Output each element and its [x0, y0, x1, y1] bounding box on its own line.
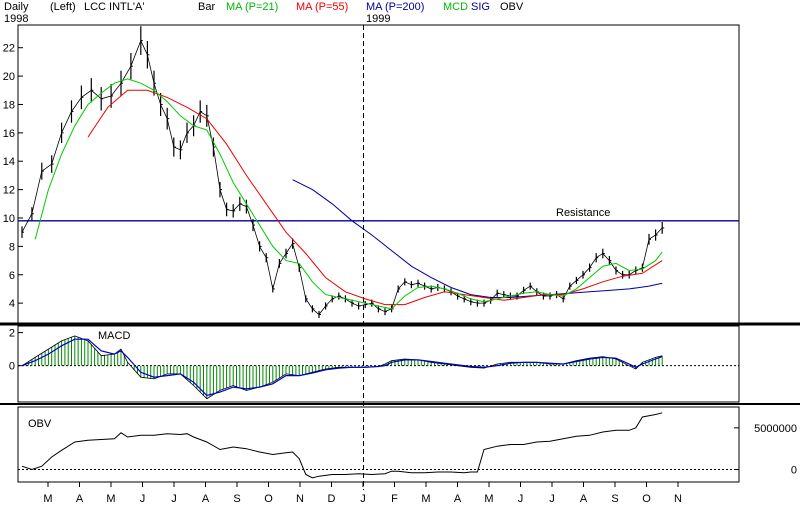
ma21-line [34, 78, 663, 310]
macd-panel: 02 [9, 328, 739, 400]
price-close-path [21, 39, 663, 316]
x-tick-label: M [421, 493, 430, 505]
macd-y-tick-label: 2 [9, 328, 15, 340]
price-y-tick-label: 22 [3, 43, 15, 55]
x-tick-label: M [43, 493, 52, 505]
x-tick-label: M [106, 493, 115, 505]
header-ma21: MA (P=21) [226, 1, 278, 13]
obv-y-tick-label: 5000000 [754, 423, 797, 435]
header-ma55: MA (P=55) [296, 1, 348, 13]
price-y-tick-label: 20 [3, 71, 15, 83]
resistance-label: Resistance [556, 207, 610, 219]
price-y-tick-label: 12 [3, 185, 15, 197]
price-y-tick-label: 4 [9, 298, 15, 310]
x-tick-label: M [484, 493, 493, 505]
header-sig: SIG [471, 1, 490, 13]
price-y-tick-label: 18 [3, 99, 15, 111]
header-bar-label: Bar [198, 1, 215, 13]
price-y-tick-label: 16 [3, 128, 15, 140]
x-tick-label: J [360, 493, 366, 505]
x-tick-label: J [171, 493, 177, 505]
obv-y-tick-label: 0 [791, 465, 797, 477]
header-symbol: LCC INTL'A' [84, 1, 144, 13]
macd-y-tick-label: 0 [9, 361, 15, 373]
price-panel: 4 6 8 10 12 14 16 18 20 22 Resistance [3, 26, 739, 319]
x-tick-label: J [140, 493, 146, 505]
header-year-split: 1999 [366, 13, 390, 25]
x-tick-label: J [518, 493, 524, 505]
obv-panel-frame [17, 406, 740, 483]
obv-line [21, 412, 663, 479]
x-tick-label: J [549, 493, 555, 505]
x-tick-label: A [76, 493, 84, 505]
x-tick-label: A [454, 493, 462, 505]
obv-title: OBV [28, 418, 52, 430]
ma55-line [87, 89, 663, 306]
x-tick-label: O [264, 493, 273, 505]
header-mcd: MCD [443, 1, 468, 13]
x-tick-label: S [611, 493, 618, 505]
ma200-line [292, 179, 663, 298]
price-y-tick-label: 10 [3, 213, 15, 225]
header-ma200: MA (P=200) [366, 1, 424, 13]
x-tick-label: N [296, 493, 304, 505]
x-tick-label: A [580, 493, 588, 505]
x-tick-label: A [202, 493, 210, 505]
price-y-tick-label: 6 [9, 270, 15, 282]
x-tick-label: O [642, 493, 651, 505]
price-y-tick-label: 14 [3, 156, 15, 168]
header-obv: OBV [500, 1, 524, 13]
header-period: Daily [4, 1, 29, 13]
obv-panel: 0 5000000 [18, 412, 797, 479]
header-axis-side: (Left) [50, 1, 76, 13]
price-panel-frame [17, 24, 740, 324]
price-y-tick-label: 8 [9, 241, 15, 253]
macd-signal-line [21, 338, 663, 397]
macd-title: MACD [98, 330, 130, 342]
x-tick-label: S [233, 493, 240, 505]
header-year-start: 1998 [4, 13, 28, 25]
x-tick-label: F [391, 493, 398, 505]
macd-panel-frame [17, 325, 740, 403]
x-tick-label: D [328, 493, 336, 505]
x-tick-label: N [674, 493, 682, 505]
